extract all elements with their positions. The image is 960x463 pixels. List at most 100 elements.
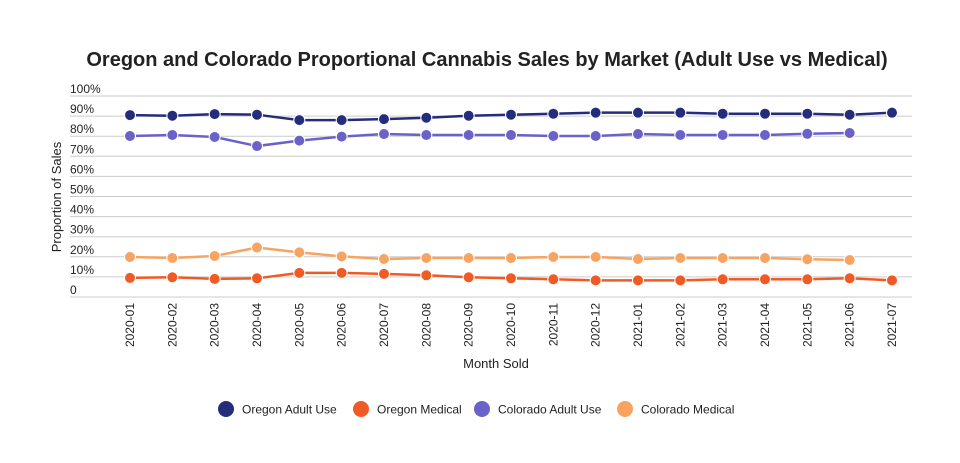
x-tick-label: 2021-04 <box>758 303 772 347</box>
data-point <box>166 252 179 265</box>
data-point <box>716 107 729 120</box>
x-tick-label: 2020-09 <box>462 303 476 347</box>
legend-item: Oregon Adult Use <box>218 401 337 417</box>
y-tick-label: 80% <box>70 122 94 136</box>
x-tick-label: 2021-07 <box>885 303 899 347</box>
data-point <box>124 109 136 122</box>
x-tick-label: 2021-02 <box>673 303 687 347</box>
chart-title: Oregon and Colorado Proportional Cannabi… <box>86 49 887 71</box>
data-point <box>293 266 306 279</box>
data-point <box>716 273 729 286</box>
x-tick-label: 2020-03 <box>208 303 222 347</box>
data-point <box>759 252 771 265</box>
data-point <box>420 269 433 282</box>
data-point <box>632 127 644 140</box>
legend-marker <box>218 401 234 417</box>
data-point <box>759 128 771 141</box>
data-point <box>166 128 179 141</box>
y-tick-label: 90% <box>70 102 94 116</box>
legend-item: Oregon Medical <box>353 401 462 417</box>
data-point <box>293 134 306 147</box>
series-colorado-adult-use <box>124 126 856 153</box>
series-colorado-medical <box>124 241 856 267</box>
x-tick-label: 2020-02 <box>165 303 179 347</box>
data-point <box>335 130 348 143</box>
legend-label: Oregon Medical <box>377 403 462 417</box>
data-point <box>335 250 348 263</box>
data-point <box>166 109 179 122</box>
data-point <box>124 129 136 142</box>
legend-marker <box>474 401 490 417</box>
data-point <box>208 249 221 262</box>
series-line <box>129 131 850 148</box>
legend-label: Colorado Adult Use <box>498 403 602 417</box>
y-tick-label: 30% <box>70 223 94 237</box>
data-point <box>505 252 517 265</box>
x-tick-label: 2020-04 <box>250 303 264 347</box>
legend-marker <box>353 401 369 417</box>
data-point <box>801 253 814 266</box>
y-tick-label: 0 <box>70 283 77 297</box>
data-point <box>462 252 475 265</box>
data-point <box>293 246 306 259</box>
x-tick-label: 2020-06 <box>335 303 349 347</box>
data-point <box>759 107 771 120</box>
y-tick-label: 70% <box>70 142 94 156</box>
data-point <box>716 252 729 265</box>
data-point <box>843 108 856 121</box>
data-point <box>674 128 687 141</box>
data-point <box>208 272 221 285</box>
x-tick-label: 2021-06 <box>843 303 857 347</box>
x-tick-label: 2021-03 <box>716 303 730 347</box>
x-axis-label: Month Sold <box>463 356 529 371</box>
data-point <box>251 140 263 153</box>
data-point <box>843 126 856 139</box>
data-point <box>589 251 602 264</box>
legend-item: Colorado Medical <box>617 401 734 417</box>
data-point <box>251 108 263 121</box>
legend-label: Oregon Adult Use <box>242 403 337 417</box>
data-point <box>589 129 602 142</box>
data-point <box>335 114 348 127</box>
data-point <box>124 271 136 284</box>
y-tick-label: 50% <box>70 183 94 197</box>
data-point <box>547 107 560 120</box>
data-point <box>420 111 433 124</box>
data-point <box>632 106 644 119</box>
data-point <box>251 241 263 254</box>
data-point <box>378 127 390 140</box>
legend-item: Colorado Adult Use <box>474 401 602 417</box>
data-point <box>632 274 644 287</box>
data-point <box>547 251 560 264</box>
data-point <box>886 274 898 287</box>
data-point <box>801 107 814 120</box>
x-tick-label: 2020-05 <box>292 303 306 347</box>
series-line <box>129 246 850 262</box>
data-point <box>335 266 348 279</box>
data-point <box>843 254 856 267</box>
data-point <box>378 267 390 280</box>
y-axis-label: Proportion of Sales <box>49 141 64 252</box>
data-point <box>759 273 771 286</box>
data-point <box>716 128 729 141</box>
data-point <box>547 129 560 142</box>
x-tick-label: 2021-01 <box>631 303 645 347</box>
x-tick-label: 2021-05 <box>800 303 814 347</box>
data-point <box>801 127 814 140</box>
y-tick-label: 100% <box>70 82 101 96</box>
x-tick-label: 2020-10 <box>504 303 518 347</box>
data-point <box>886 106 898 119</box>
series-oregon-adult-use <box>124 106 898 127</box>
data-point <box>208 108 221 121</box>
y-tick-label: 10% <box>70 263 94 277</box>
data-point <box>462 128 475 141</box>
x-tick-label: 2020-12 <box>589 303 603 347</box>
data-point <box>505 128 517 141</box>
legend-marker <box>617 401 633 417</box>
x-tick-label: 2020-07 <box>377 303 391 347</box>
data-point <box>801 273 814 286</box>
data-point <box>124 251 136 264</box>
y-tick-label: 40% <box>70 203 94 217</box>
data-point <box>674 274 687 287</box>
x-tick-label: 2020-08 <box>419 303 433 347</box>
